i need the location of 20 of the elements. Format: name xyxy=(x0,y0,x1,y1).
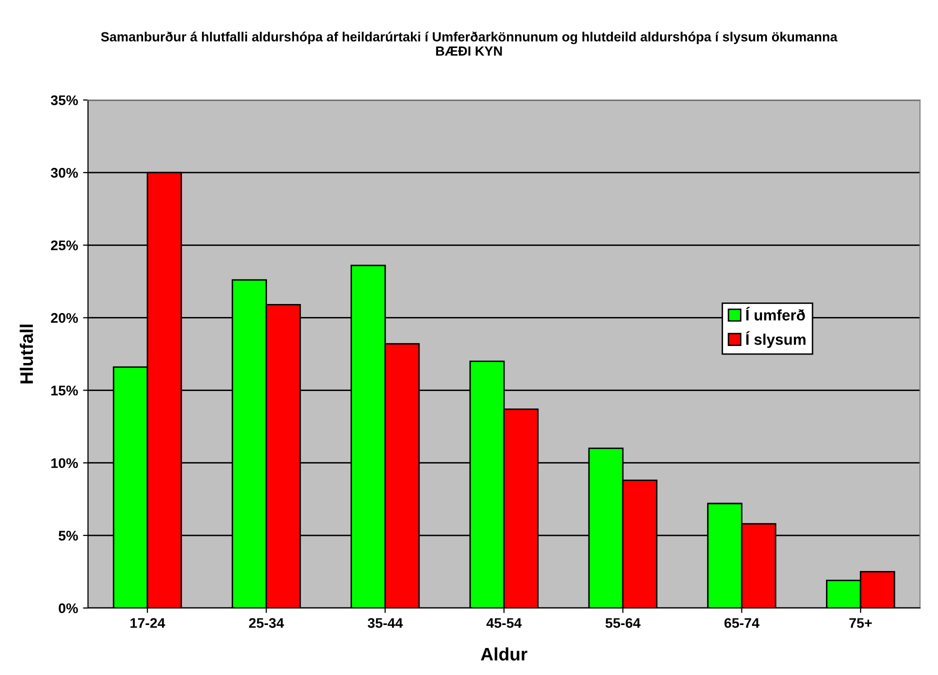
y-tick-label: 20% xyxy=(50,313,78,323)
y-tick-label: 0% xyxy=(58,603,78,614)
y-axis-title: Hlutfall xyxy=(20,324,34,384)
y-tick-label: 25% xyxy=(50,240,78,250)
y-tick-label: 30% xyxy=(50,168,78,178)
legend-label: Í slysum xyxy=(746,331,806,348)
x-tick-label: 25-34 xyxy=(249,618,284,628)
x-tick-label: 17-24 xyxy=(130,618,166,628)
y-tick-label: 5% xyxy=(58,530,78,541)
legend-label: Í umferð xyxy=(746,306,805,321)
chart-title: Samanburður á hlutfalli aldurshópa af heildarúrtaki í Umferðarkönnunum og hlutdeild aldurshópa í slysum ökumanna BÆÐI KYN xyxy=(101,32,838,56)
x-axis-title: Aldur xyxy=(480,647,528,661)
y-tick-label: 35% xyxy=(50,95,78,106)
x-tick-label: 45-54 xyxy=(486,618,522,628)
y-tick-label: 15% xyxy=(51,386,78,396)
x-tick-label: 65-74 xyxy=(724,618,760,628)
y-tick-label: 10% xyxy=(51,458,78,468)
x-tick-label: 35-44 xyxy=(368,618,403,628)
x-tick-label: 55-64 xyxy=(606,618,641,628)
x-tick-label: 75+ xyxy=(849,618,872,628)
